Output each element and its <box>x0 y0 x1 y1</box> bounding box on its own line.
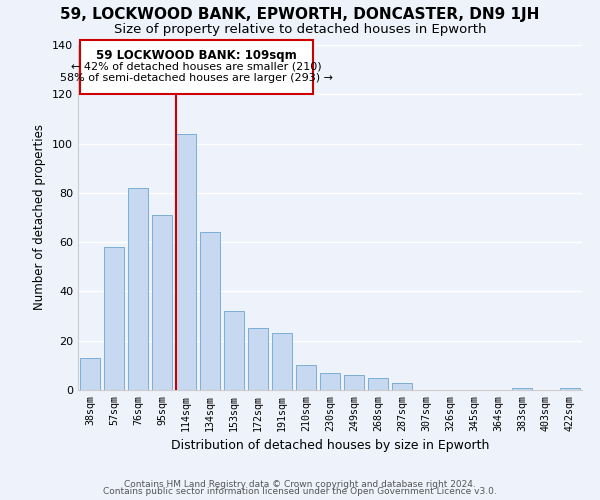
Y-axis label: Number of detached properties: Number of detached properties <box>34 124 46 310</box>
Bar <box>224 311 244 390</box>
Bar <box>152 215 172 390</box>
Bar <box>272 334 292 390</box>
Bar <box>512 388 532 390</box>
Bar <box>104 247 124 390</box>
Bar <box>320 373 340 390</box>
Text: Contains HM Land Registry data © Crown copyright and database right 2024.: Contains HM Land Registry data © Crown c… <box>124 480 476 489</box>
Bar <box>200 232 220 390</box>
Bar <box>392 382 412 390</box>
Bar <box>368 378 388 390</box>
Bar <box>344 375 364 390</box>
X-axis label: Distribution of detached houses by size in Epworth: Distribution of detached houses by size … <box>171 439 489 452</box>
Text: 59, LOCKWOOD BANK, EPWORTH, DONCASTER, DN9 1JH: 59, LOCKWOOD BANK, EPWORTH, DONCASTER, D… <box>61 8 539 22</box>
Bar <box>296 366 316 390</box>
Text: ← 42% of detached houses are smaller (210): ← 42% of detached houses are smaller (21… <box>71 61 322 71</box>
FancyBboxPatch shape <box>80 40 313 94</box>
Text: 59 LOCKWOOD BANK: 109sqm: 59 LOCKWOOD BANK: 109sqm <box>96 48 297 62</box>
Text: 58% of semi-detached houses are larger (293) →: 58% of semi-detached houses are larger (… <box>60 74 333 84</box>
Bar <box>176 134 196 390</box>
Bar <box>80 358 100 390</box>
Text: Size of property relative to detached houses in Epworth: Size of property relative to detached ho… <box>114 22 486 36</box>
Bar <box>128 188 148 390</box>
Bar <box>560 388 580 390</box>
Text: Contains public sector information licensed under the Open Government Licence v3: Contains public sector information licen… <box>103 488 497 496</box>
Bar <box>248 328 268 390</box>
